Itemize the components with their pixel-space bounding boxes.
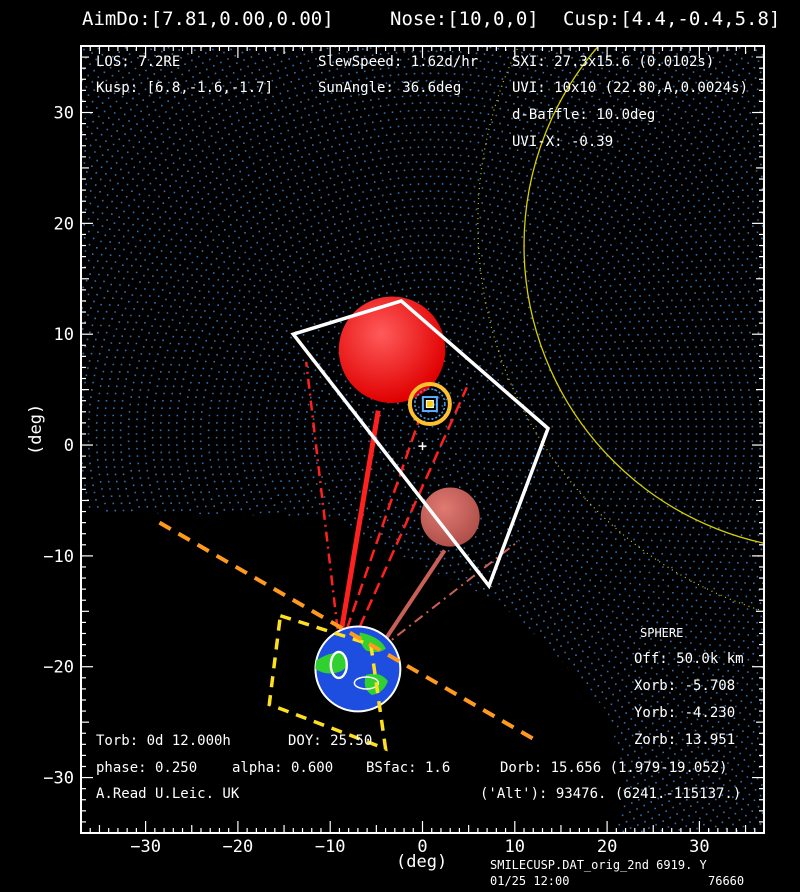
doy-label: DOY: 25.50 <box>288 733 373 749</box>
ray-left <box>304 361 339 630</box>
aim-cross <box>418 442 427 451</box>
sphere-yorb: Yorb: -4.230 <box>634 705 736 721</box>
cusp-sphere <box>338 296 446 403</box>
file-label: SMILECUSP.DAT_orig_2nd 6919. Y <box>490 858 707 872</box>
x-tick-label: 10 <box>505 837 525 857</box>
nose-ring <box>407 382 452 427</box>
x-tick-label: −30 <box>130 837 161 857</box>
sphere-zorb: Zorb: 13.951 <box>634 732 736 748</box>
slew-label: SlewSpeed: 1.62d/hr <box>318 54 479 70</box>
sphere-title: SPHERE <box>640 626 684 640</box>
fov-box <box>290 298 551 590</box>
sun-circle <box>523 46 764 544</box>
uvi-label: UVI: 10x10 (22.80,A,0.0024s) <box>512 80 749 96</box>
y-axis-label: (deg) <box>26 403 46 455</box>
y-tick-label: 20 <box>54 214 74 234</box>
x-tick-label: 0 <box>417 837 427 857</box>
code-label: 76660 <box>708 874 745 888</box>
ray-right <box>358 386 468 628</box>
kusp-sphere <box>420 487 480 547</box>
cusp-readout: Cusp:[4.4,-0.4,5.8] <box>563 8 781 30</box>
uvi-box <box>267 613 388 752</box>
ray-kusp <box>380 549 447 646</box>
y-tick-label: −20 <box>43 658 74 678</box>
aim-readout: AimDo:[7.81,0.00,0.00] <box>82 8 334 30</box>
earth-land <box>315 632 388 695</box>
torb-label: Torb: 0d 12.000h <box>96 733 231 749</box>
sphere-off: Off: 50.0k km <box>634 651 744 667</box>
y-tick-label: 0 <box>64 436 74 456</box>
projection-rays <box>304 361 521 650</box>
kusp-label: Kusp: [6.8,-1.6,-1.7] <box>96 80 274 96</box>
dorb-label: Dorb: 15.656 (1.979-19.052) <box>500 760 728 776</box>
nose-ring-inner <box>414 388 446 420</box>
x-tick-label: −20 <box>223 837 254 857</box>
x-tick-label: 20 <box>597 837 617 857</box>
y-tick-label: −10 <box>43 547 74 567</box>
alt-label: ('Alt'): 93476. (6241.-115137.) <box>480 786 742 802</box>
horizon-line <box>158 520 535 741</box>
sun-angle-label: SunAngle: 36.6deg <box>318 80 462 96</box>
plot-area <box>81 46 764 833</box>
nose-marker <box>407 382 452 427</box>
auroral-oval <box>329 650 348 680</box>
land-mass <box>359 632 386 653</box>
ray-mid <box>345 420 420 630</box>
x-tick-label: 30 <box>689 837 709 857</box>
aim-marker <box>418 442 427 451</box>
x-tick-label: −10 <box>315 837 346 857</box>
bsfac-label: BSfac: 1.6 <box>366 760 451 776</box>
ray-kusp-far <box>379 539 521 650</box>
auroral-oval <box>353 676 380 690</box>
phase-label: phase: 0.250 <box>96 760 198 776</box>
sun-circle-dotted <box>477 46 764 612</box>
axis-ticks: −30 −20 −10 0 10 20 30 −30 −20 −10 0 10 20 30 <box>43 45 765 857</box>
nose-square <box>421 396 438 413</box>
sxi-label: SXI: 27.3x15.6 (0.0102s) <box>512 54 715 70</box>
baffle-label: d-Baffle: 10.0deg <box>512 107 656 123</box>
credit-label: A.Read U.Leic. UK <box>96 786 240 802</box>
sphere-xorb: Xorb: -5.708 <box>634 678 736 694</box>
uvi-x-label: UVI-X: -0.39 <box>512 134 614 150</box>
nose-core <box>425 400 434 409</box>
date-label: 01/25 12:00 <box>490 874 570 888</box>
y-tick-label: 30 <box>54 104 74 124</box>
ray-main <box>338 410 381 632</box>
y-tick-label: 10 <box>54 325 74 345</box>
y-tick-label: −30 <box>43 769 74 789</box>
los-label: LOS: 7.2RE <box>96 54 181 70</box>
x-axis-label: (deg) <box>396 852 448 872</box>
alpha-label: alpha: 0.600 <box>232 760 334 776</box>
nose-readout: Nose:[10,0,0] <box>390 8 539 30</box>
